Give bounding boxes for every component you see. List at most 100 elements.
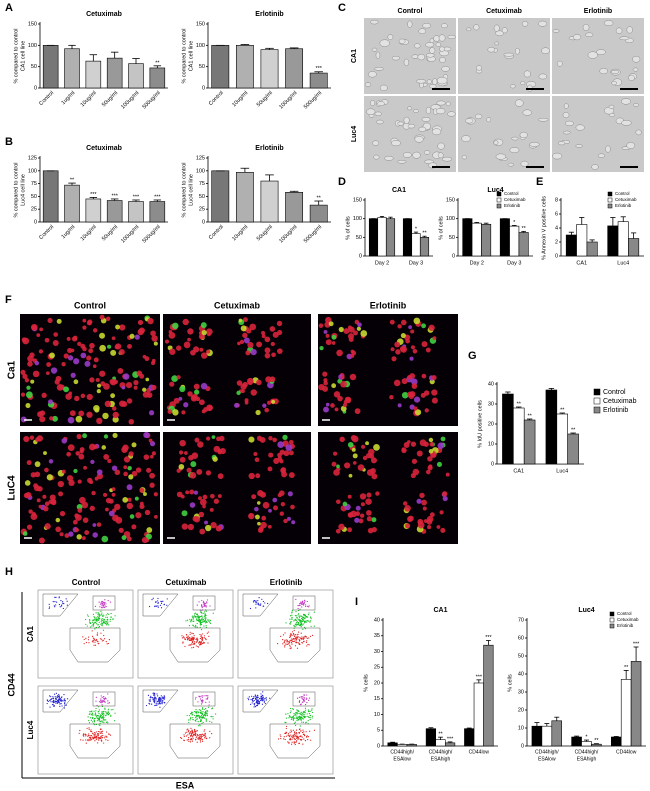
event-dot (306, 645, 308, 647)
event-dot (110, 709, 112, 711)
event-dot (301, 636, 303, 638)
event-dot (48, 607, 50, 609)
event-dot (82, 739, 84, 741)
event-dot (200, 635, 202, 637)
event-dot (197, 738, 199, 740)
event-dot (55, 701, 58, 703)
event-dot (199, 620, 201, 622)
legend-swatch (496, 191, 502, 197)
event-dot (307, 719, 309, 722)
nucleus (122, 444, 129, 451)
event-dot (290, 634, 292, 636)
event-dot (188, 625, 191, 627)
event-dot (98, 625, 101, 628)
event-dot (300, 601, 302, 603)
cell (418, 28, 426, 35)
event-dot (185, 735, 188, 737)
nucleus (66, 451, 72, 457)
event-dot (297, 642, 299, 644)
event-dot (253, 696, 255, 698)
event-dot (306, 736, 308, 738)
nucleus (411, 383, 418, 389)
nucleus (118, 527, 124, 533)
event-dot (286, 643, 288, 646)
event-dot (187, 730, 190, 732)
event-dot (198, 621, 201, 623)
event-dot (101, 730, 104, 732)
nucleus (439, 510, 444, 515)
event-dot (88, 722, 91, 724)
nucleus (423, 441, 429, 447)
nucleus (373, 443, 380, 451)
panel-letter: I (355, 596, 358, 608)
flow-plot (137, 685, 234, 775)
nucleus (87, 477, 93, 484)
event-dot (293, 733, 295, 736)
event-dot (298, 624, 301, 627)
y-tick-label: 30 (488, 401, 494, 407)
x-tick-label: Control (38, 90, 55, 107)
event-dot (196, 736, 198, 738)
bar (149, 67, 166, 89)
event-dot (306, 637, 308, 640)
nucleus (70, 372, 76, 378)
nucleus (75, 415, 83, 423)
nucleus (355, 511, 361, 517)
y-tick-label: 100 (196, 168, 205, 174)
bar (368, 218, 379, 257)
legend-swatch (609, 623, 615, 629)
event-dot (204, 619, 207, 621)
y-tick-label: 50 (199, 194, 205, 200)
event-dot (288, 717, 290, 719)
event-dot (54, 601, 56, 603)
nucleus (149, 472, 155, 479)
cell (447, 34, 456, 39)
cell (414, 135, 424, 143)
nucleus (44, 467, 49, 473)
event-dot (303, 734, 306, 736)
nucleus (101, 445, 107, 450)
event-dot (260, 603, 262, 605)
event-dot (283, 640, 286, 642)
event-dot (98, 720, 100, 722)
event-dot (298, 623, 300, 625)
event-dot (184, 732, 187, 734)
event-dot (149, 699, 151, 701)
event-dot (283, 642, 285, 644)
event-dot (203, 642, 205, 644)
nucleus (347, 494, 352, 499)
y-axis-label: CA1 cell line (188, 41, 194, 72)
event-dot (309, 717, 311, 719)
gate (192, 691, 216, 707)
event-dot (92, 613, 94, 615)
event-dot (313, 729, 316, 731)
gate (169, 723, 221, 759)
event-dot (103, 606, 105, 608)
y-axis-label: CD44 (6, 673, 16, 696)
nucleus (189, 471, 197, 479)
nucleus (287, 516, 291, 521)
nucleus (148, 410, 155, 416)
y-tick-label: 100 (28, 43, 37, 49)
cell (372, 140, 380, 146)
gate (92, 595, 116, 611)
event-dot (192, 736, 194, 738)
nucleus (129, 333, 135, 339)
event-dot (306, 715, 308, 718)
event-dot (296, 733, 298, 735)
nucleus (357, 322, 362, 328)
nucleus (213, 498, 220, 504)
event-dot (299, 620, 301, 623)
y-tick-label: 0 (202, 85, 205, 91)
event-dot (202, 601, 204, 604)
event-dot (158, 698, 160, 700)
cell (371, 47, 378, 52)
event-dot (97, 730, 99, 733)
x-tick-label: 500ug/ml (303, 90, 323, 110)
nucleus (268, 452, 274, 458)
event-dot (200, 612, 203, 614)
event-dot (102, 716, 104, 719)
event-dot (294, 645, 296, 647)
chart-title: Luc4 (578, 607, 594, 614)
event-dot (295, 741, 297, 743)
